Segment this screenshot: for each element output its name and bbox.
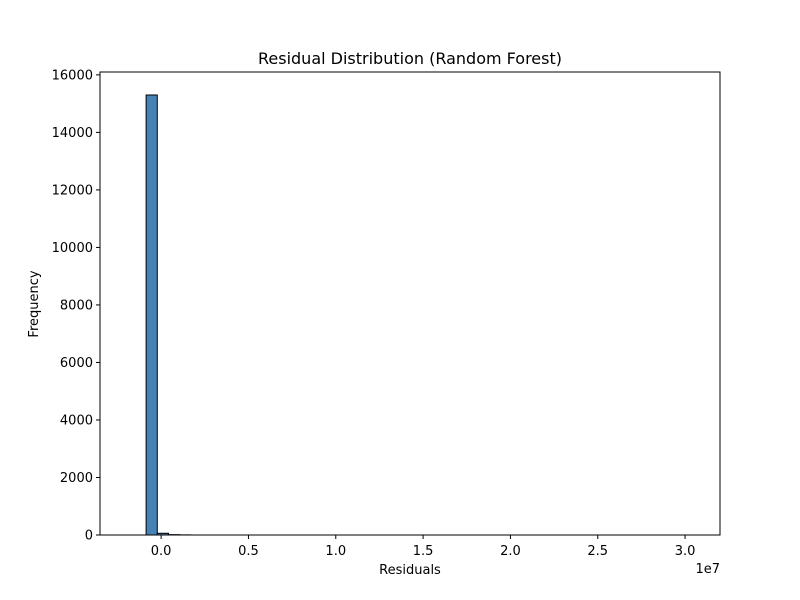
x-tick-label: 2.0 xyxy=(500,544,521,559)
x-tick-label: 0.5 xyxy=(238,544,259,559)
x-tick-label: 1.0 xyxy=(325,544,346,559)
y-tick-label: 4000 xyxy=(60,413,93,428)
x-tick-label: 0.0 xyxy=(151,544,172,559)
x-tick-label: 2.5 xyxy=(587,544,608,559)
y-tick-label: 8000 xyxy=(60,298,93,313)
y-tick-label: 2000 xyxy=(60,471,93,486)
y-tick-label: 0 xyxy=(85,529,93,544)
x-axis-offset-label: 1e7 xyxy=(695,562,720,577)
y-axis-ticks: 0 2000 4000 6000 8000 10000 12000 14000 16000 xyxy=(52,68,100,544)
y-axis-label: Frequency xyxy=(27,270,42,337)
chart-title: Residual Distribution (Random Forest) xyxy=(258,49,562,68)
y-tick-label: 10000 xyxy=(52,241,93,256)
x-axis-label: Residuals xyxy=(379,563,441,578)
y-tick-label: 14000 xyxy=(52,126,93,141)
y-tick-label: 16000 xyxy=(52,68,93,83)
y-tick-label: 12000 xyxy=(52,183,93,198)
x-tick-label: 3.0 xyxy=(675,544,696,559)
histogram-bar xyxy=(145,94,158,536)
x-axis-ticks: 0.0 0.5 1.0 1.5 2.0 2.5 3.0 xyxy=(151,535,696,559)
y-tick-label: 6000 xyxy=(60,356,93,371)
x-tick-label: 1.5 xyxy=(413,544,434,559)
plot-frame xyxy=(99,71,721,536)
